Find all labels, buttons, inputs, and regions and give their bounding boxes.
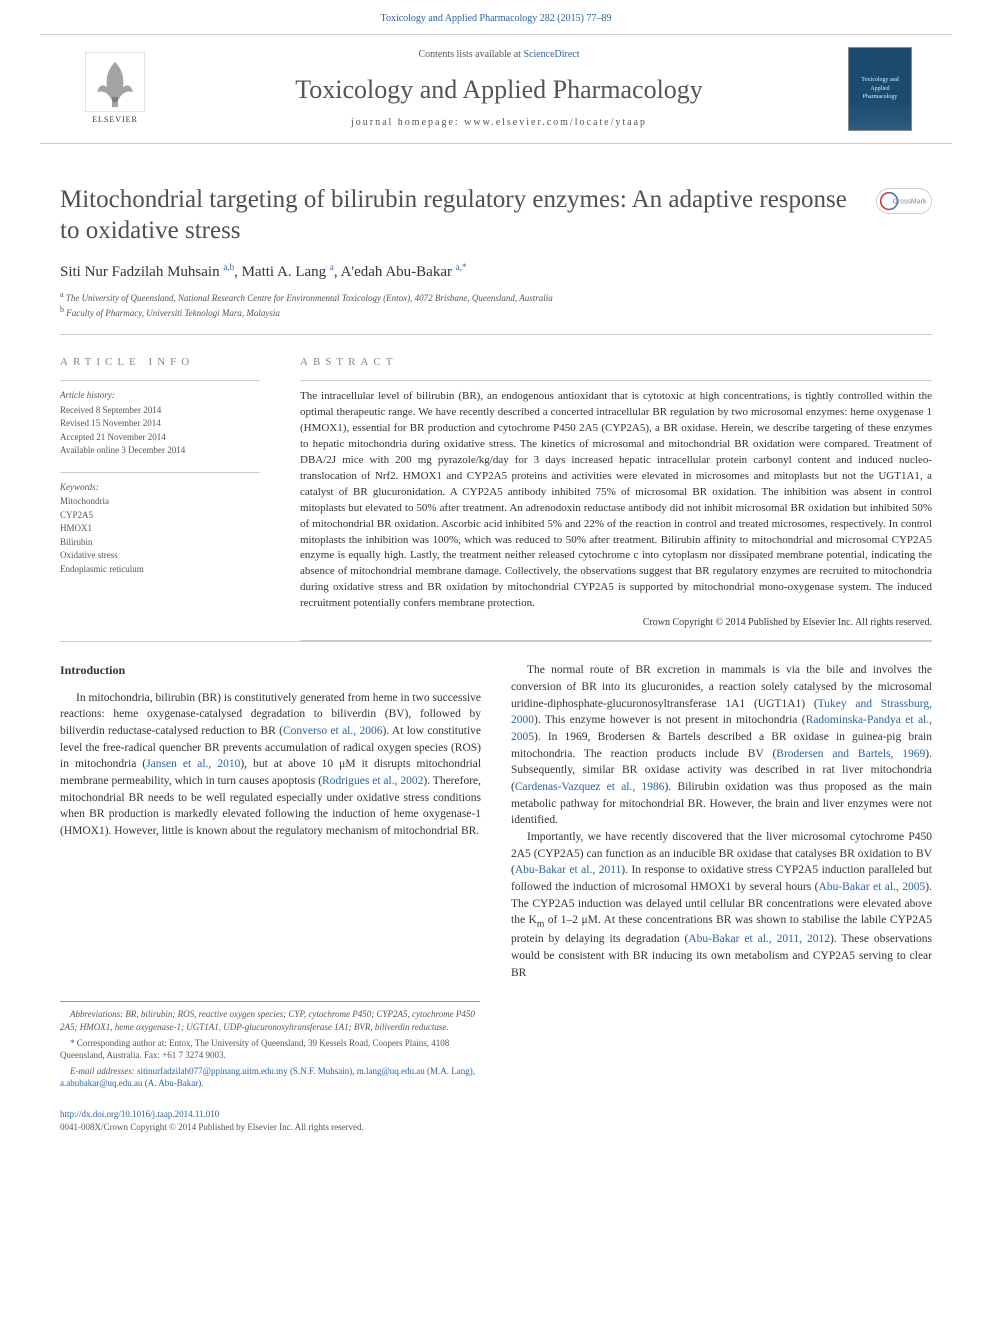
keyword: Endoplasmic reticulum	[60, 563, 260, 577]
article-info: ARTICLE INFO Article history: Received 8…	[60, 355, 260, 642]
body-paragraph: The normal route of BR excretion in mamm…	[511, 662, 932, 829]
running-head: Toxicology and Applied Pharmacology 282 …	[0, 0, 992, 34]
history-item: Accepted 21 November 2014	[60, 431, 260, 445]
history-label: Article history:	[60, 389, 260, 402]
keyword: Mitochondria	[60, 495, 260, 509]
elsevier-label: ELSEVIER	[92, 114, 138, 125]
article-header: Mitochondrial targeting of bilirubin reg…	[60, 184, 932, 335]
body-paragraph: Importantly, we have recently discovered…	[511, 829, 932, 982]
elsevier-tree-icon	[85, 52, 145, 112]
keywords-label: Keywords:	[60, 481, 260, 494]
article-info-heading: ARTICLE INFO	[60, 355, 260, 370]
article-title: Mitochondrial targeting of bilirubin reg…	[60, 184, 856, 247]
left-column: Introduction In mitochondria, bilirubin …	[60, 662, 481, 981]
homepage-url: www.elsevier.com/locate/ytaap	[464, 117, 647, 128]
right-column: The normal route of BR excretion in mamm…	[511, 662, 932, 981]
history-item: Available online 3 December 2014	[60, 444, 260, 458]
masthead: ELSEVIER Contents lists available at Sci…	[40, 34, 952, 144]
abbreviations-footnote: Abbreviations: BR, bilirubin; ROS, react…	[60, 1008, 480, 1033]
abstract-text: The intracellular level of bilirubin (BR…	[300, 389, 932, 612]
doi-link[interactable]: http://dx.doi.org/10.1016/j.taap.2014.11…	[60, 1109, 219, 1119]
intro-paragraph: In mitochondria, bilirubin (BR) is const…	[60, 690, 481, 840]
homepage-line: journal homepage: www.elsevier.com/locat…	[150, 116, 848, 130]
affiliation-a: The University of Queensland, National R…	[66, 293, 553, 303]
keywords-block: Mitochondria CYP2A5 HMOX1 Bilirubin Oxid…	[60, 495, 260, 576]
email-footnote: E-mail addresses: sitinurfadzilah077@ppi…	[60, 1065, 480, 1090]
keyword: Bilirubin	[60, 536, 260, 550]
keyword: HMOX1	[60, 522, 260, 536]
affiliation-b: Faculty of Pharmacy, Universiti Teknolog…	[66, 308, 280, 318]
abstract: ABSTRACT The intracellular level of bili…	[300, 355, 932, 642]
svg-text:CrossMark: CrossMark	[893, 198, 927, 205]
authors-line: Siti Nur Fadzilah Muhsain a,b, Matti A. …	[60, 261, 932, 283]
divider	[60, 334, 932, 335]
abstract-heading: ABSTRACT	[300, 355, 932, 370]
page-footer: http://dx.doi.org/10.1016/j.taap.2014.11…	[60, 1108, 932, 1133]
intro-heading: Introduction	[60, 662, 481, 679]
issn-copyright: 0041-008X/Crown Copyright © 2014 Publish…	[60, 1121, 932, 1134]
crossmark-badge[interactable]: CrossMark	[876, 188, 932, 216]
masthead-center: Contents lists available at ScienceDirec…	[150, 48, 848, 130]
abstract-copyright: Crown Copyright © 2014 Published by Else…	[300, 616, 932, 630]
journal-name: Toxicology and Applied Pharmacology	[150, 72, 848, 108]
footnotes: Abbreviations: BR, bilirubin; ROS, react…	[60, 1001, 480, 1090]
affiliations: a The University of Queensland, National…	[60, 289, 932, 320]
history-item: Revised 15 November 2014	[60, 417, 260, 431]
elsevier-logo: ELSEVIER	[80, 49, 150, 129]
keyword: Oxidative stress	[60, 549, 260, 563]
history-item: Received 8 September 2014	[60, 404, 260, 418]
sciencedirect-link[interactable]: ScienceDirect	[523, 49, 579, 60]
keyword: CYP2A5	[60, 509, 260, 523]
contents-line: Contents lists available at ScienceDirec…	[150, 48, 848, 62]
journal-cover-thumb: Toxicology and Applied Pharmacology	[848, 47, 912, 131]
info-abstract-row: ARTICLE INFO Article history: Received 8…	[60, 355, 932, 642]
corresponding-footnote: * Corresponding author at: Entox, The Un…	[60, 1037, 480, 1062]
crossmark-icon: CrossMark	[876, 188, 932, 214]
history-block: Received 8 September 2014 Revised 15 Nov…	[60, 404, 260, 458]
body-columns: Introduction In mitochondria, bilirubin …	[60, 662, 932, 981]
citation-text: Toxicology and Applied Pharmacology 282 …	[381, 13, 612, 24]
